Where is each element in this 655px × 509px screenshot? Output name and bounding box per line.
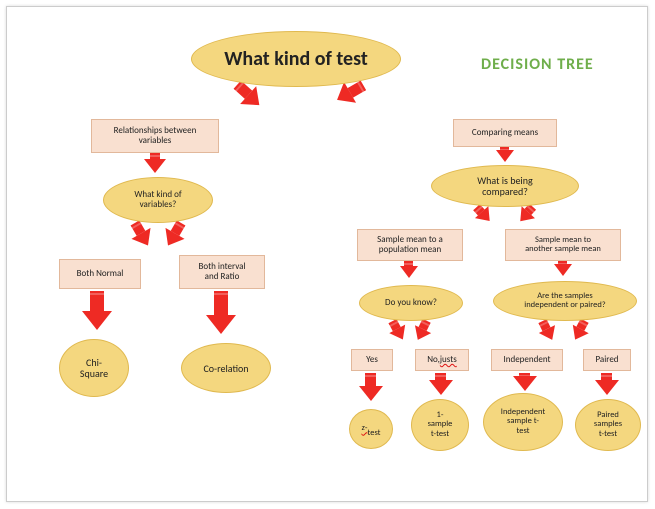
node-ztest: z-test [349, 409, 393, 449]
node-indep: Independent [491, 349, 563, 371]
node-chisq: Chi- Square [59, 339, 129, 397]
page-canvas: DECISION TREE What kind of test Relationsh… [6, 6, 648, 502]
node-whatcomp: What is being compared? [431, 165, 579, 207]
arrow [359, 373, 383, 401]
node-doyouknow: Do you know? [359, 285, 463, 321]
node-root: What kind of test [191, 31, 401, 87]
arrow [206, 291, 237, 334]
node-bothint: Both interval and Ratio [179, 255, 265, 289]
node-kindvar: What kind of variables? [103, 177, 213, 223]
node-no: No, justs [415, 349, 469, 371]
node-t1samp: 1- sample t-test [411, 399, 469, 451]
node-paired: Paired [583, 349, 631, 371]
arrow [82, 291, 113, 330]
node-rel: Relationships between variables [91, 119, 219, 153]
arrow [429, 373, 453, 395]
arrow [595, 373, 619, 395]
node-indt: Independent sample t- test [483, 393, 563, 451]
arrow [399, 261, 419, 278]
node-bothnorm: Both Normal [59, 259, 141, 289]
arrow [495, 147, 515, 162]
node-pairedt: Paired samples t-test [575, 399, 641, 451]
node-sampop: Sample mean to a population mean [357, 229, 463, 261]
arrow [144, 153, 166, 173]
arrow [553, 261, 573, 276]
node-corel: Co-relation [181, 343, 271, 393]
node-yes: Yes [351, 349, 393, 371]
arrow [513, 373, 537, 391]
node-samother: Sample mean to another sample mean [505, 229, 621, 261]
node-indpair: Are the samples independent or paired? [493, 281, 637, 321]
node-comp: Comparing means [453, 119, 557, 147]
decision-tree-label: DECISION TREE [481, 55, 594, 74]
